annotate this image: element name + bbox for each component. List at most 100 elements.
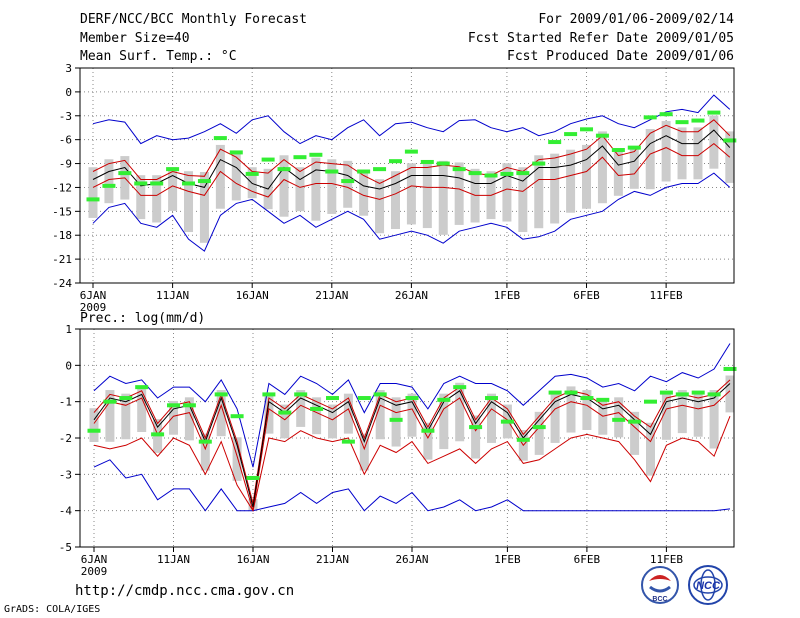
source-url[interactable]: http://cmdp.ncc.cma.gov.cn [75, 583, 295, 599]
spread-box [375, 179, 385, 234]
observed-marker [213, 136, 227, 141]
observed-marker [643, 115, 657, 120]
observed-marker [294, 392, 308, 397]
observed-marker [532, 161, 546, 166]
series-upper-line [92, 119, 731, 185]
spread-box [343, 160, 353, 208]
observed-marker [197, 179, 211, 184]
observed-marker [564, 132, 578, 137]
x-tick-label: 6FEB [573, 289, 600, 302]
observed-marker [326, 396, 339, 401]
spread-box [645, 128, 655, 190]
observed-marker [405, 396, 419, 401]
observed-marker [277, 167, 291, 172]
spread-box [597, 131, 607, 204]
observed-marker [150, 181, 164, 186]
series-mean-line [92, 129, 731, 190]
observed-marker [707, 110, 721, 115]
x-tick-label: 1FEB [494, 553, 521, 566]
grads-credit: GrADS: COLA/IGES [4, 604, 101, 615]
observed-marker [341, 179, 355, 184]
spread-box [296, 390, 306, 427]
spread-box [280, 404, 290, 439]
spread-box [693, 127, 703, 180]
spread-box [121, 393, 131, 440]
x-tick-label: 6JAN [80, 289, 107, 302]
y-tick-label: 0 [65, 86, 72, 99]
observed-marker [87, 428, 101, 433]
observed-marker [102, 183, 116, 188]
y-tick-label: -6 [59, 134, 72, 147]
spread-box [566, 149, 576, 213]
observed-marker [404, 149, 418, 154]
x-tick-label: 21JAN [315, 289, 348, 302]
spread-box [137, 386, 147, 433]
y-tick-label: 3 [65, 62, 72, 75]
observed-marker [500, 171, 514, 176]
spread-box [200, 433, 210, 471]
observed-marker [293, 155, 307, 160]
y-tick-label: -4 [59, 505, 73, 518]
spread-box [216, 390, 226, 437]
spread-box [661, 393, 671, 440]
spread-box [502, 163, 512, 222]
observed-marker [420, 159, 434, 164]
observed-marker [628, 419, 642, 424]
observed-marker [151, 432, 165, 437]
spread-box [423, 422, 433, 460]
spread-box [550, 393, 560, 443]
series-max-line [92, 94, 731, 145]
y-tick-label: -2 [59, 432, 72, 445]
observed-marker [341, 439, 355, 444]
spread-box [343, 393, 353, 434]
observed-marker [564, 390, 578, 395]
spread-box [152, 175, 162, 223]
x-tick-sublabel: 2009 [80, 301, 107, 314]
observed-marker [357, 396, 371, 401]
observed-marker [723, 138, 737, 143]
observed-marker [389, 417, 403, 422]
y-tick-label: -9 [59, 158, 72, 171]
spread-box [105, 390, 115, 442]
observed-marker [245, 171, 259, 176]
observed-marker [325, 169, 339, 174]
observed-marker [580, 396, 594, 401]
spread-box [199, 171, 209, 243]
spread-box [136, 175, 146, 220]
y-tick-label: -12 [52, 181, 72, 194]
observed-marker [373, 392, 387, 397]
x-tick-label: 11FEB [650, 289, 683, 302]
series-lower-line [93, 390, 731, 511]
observed-marker [468, 171, 482, 176]
y-tick-label: -15 [52, 205, 72, 218]
observed-marker [262, 392, 276, 397]
precip-panel-title: Prec.: log(mm/d) [80, 311, 206, 326]
observed-marker [86, 197, 100, 202]
spread-box [279, 155, 289, 217]
y-tick-label: 1 [65, 323, 72, 336]
x-tick-label: 6FEB [574, 553, 601, 566]
observed-marker [627, 145, 641, 150]
observed-marker [182, 403, 196, 408]
observed-marker [484, 173, 498, 178]
chart-title: DERF/NCC/BCC Monthly Forecast [80, 12, 307, 27]
observed-marker [182, 181, 196, 186]
y-tick-label: -1 [59, 396, 72, 409]
spread-box [534, 155, 544, 229]
observed-marker [500, 419, 514, 424]
spread-box [215, 144, 225, 209]
temp-panel-title: Mean Surf. Temp.: °C [80, 49, 237, 64]
spread-box [693, 393, 703, 437]
spread-box [184, 171, 194, 233]
observed-marker [278, 410, 292, 415]
observed-marker [532, 425, 546, 430]
x-tick-label: 11JAN [156, 289, 189, 302]
observed-marker [723, 366, 737, 371]
spread-box [455, 382, 465, 442]
plot-frame [79, 328, 735, 548]
spread-box [422, 163, 432, 229]
observed-marker [134, 181, 148, 186]
observed-marker [469, 425, 483, 430]
observed-marker [119, 396, 133, 401]
